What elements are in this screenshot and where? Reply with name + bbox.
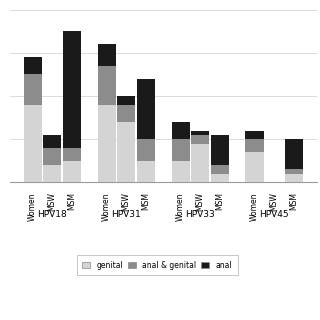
- Bar: [245, 131, 264, 139]
- Bar: [63, 148, 81, 161]
- Bar: [117, 122, 135, 182]
- Bar: [63, 31, 81, 148]
- Bar: [245, 152, 264, 182]
- Bar: [191, 135, 209, 144]
- Bar: [211, 174, 229, 182]
- Bar: [211, 165, 229, 174]
- Text: HPV31: HPV31: [111, 211, 141, 220]
- Bar: [172, 122, 190, 139]
- Bar: [137, 79, 155, 139]
- Bar: [191, 131, 209, 135]
- Bar: [43, 135, 61, 148]
- Bar: [43, 148, 61, 165]
- Bar: [245, 139, 264, 152]
- Bar: [172, 139, 190, 161]
- Bar: [63, 161, 81, 182]
- Bar: [98, 44, 116, 66]
- Bar: [117, 96, 135, 105]
- Bar: [172, 161, 190, 182]
- Text: HPV18: HPV18: [37, 211, 67, 220]
- Bar: [24, 105, 42, 182]
- Bar: [117, 105, 135, 122]
- Bar: [285, 170, 303, 174]
- Text: HPV45: HPV45: [259, 211, 289, 220]
- Bar: [285, 139, 303, 170]
- Text: HPV33: HPV33: [185, 211, 215, 220]
- Bar: [285, 174, 303, 182]
- Bar: [137, 139, 155, 161]
- Bar: [98, 105, 116, 182]
- Bar: [43, 165, 61, 182]
- Bar: [211, 135, 229, 165]
- Bar: [24, 75, 42, 105]
- Bar: [98, 66, 116, 105]
- Bar: [191, 144, 209, 182]
- Bar: [137, 161, 155, 182]
- Bar: [24, 57, 42, 75]
- Legend: genital, anal & genital, anal: genital, anal & genital, anal: [76, 255, 237, 275]
